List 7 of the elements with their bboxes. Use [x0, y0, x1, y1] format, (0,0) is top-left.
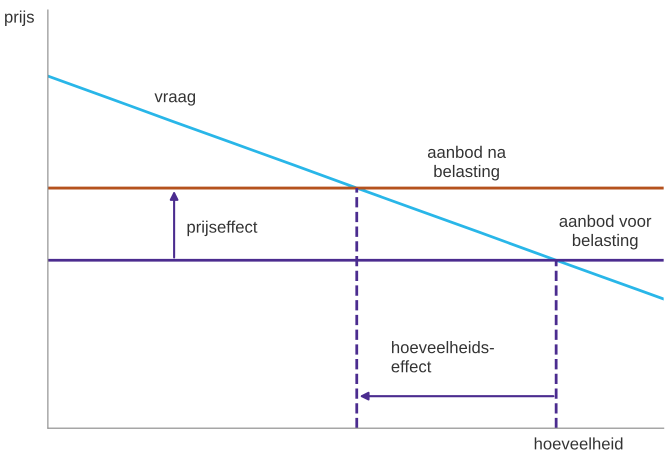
annotation: hoeveelheids- effect	[392, 341, 494, 372]
series-label: vraag	[154, 93, 196, 106]
y-axis-title: prijs	[5, 10, 34, 26]
series-label: aanbod voor belasting	[560, 214, 652, 250]
annotation: prijseffect	[188, 220, 258, 236]
x-axis-title: hoeveelheid	[534, 437, 622, 450]
series-label: aanbod na belasting	[428, 146, 506, 180]
